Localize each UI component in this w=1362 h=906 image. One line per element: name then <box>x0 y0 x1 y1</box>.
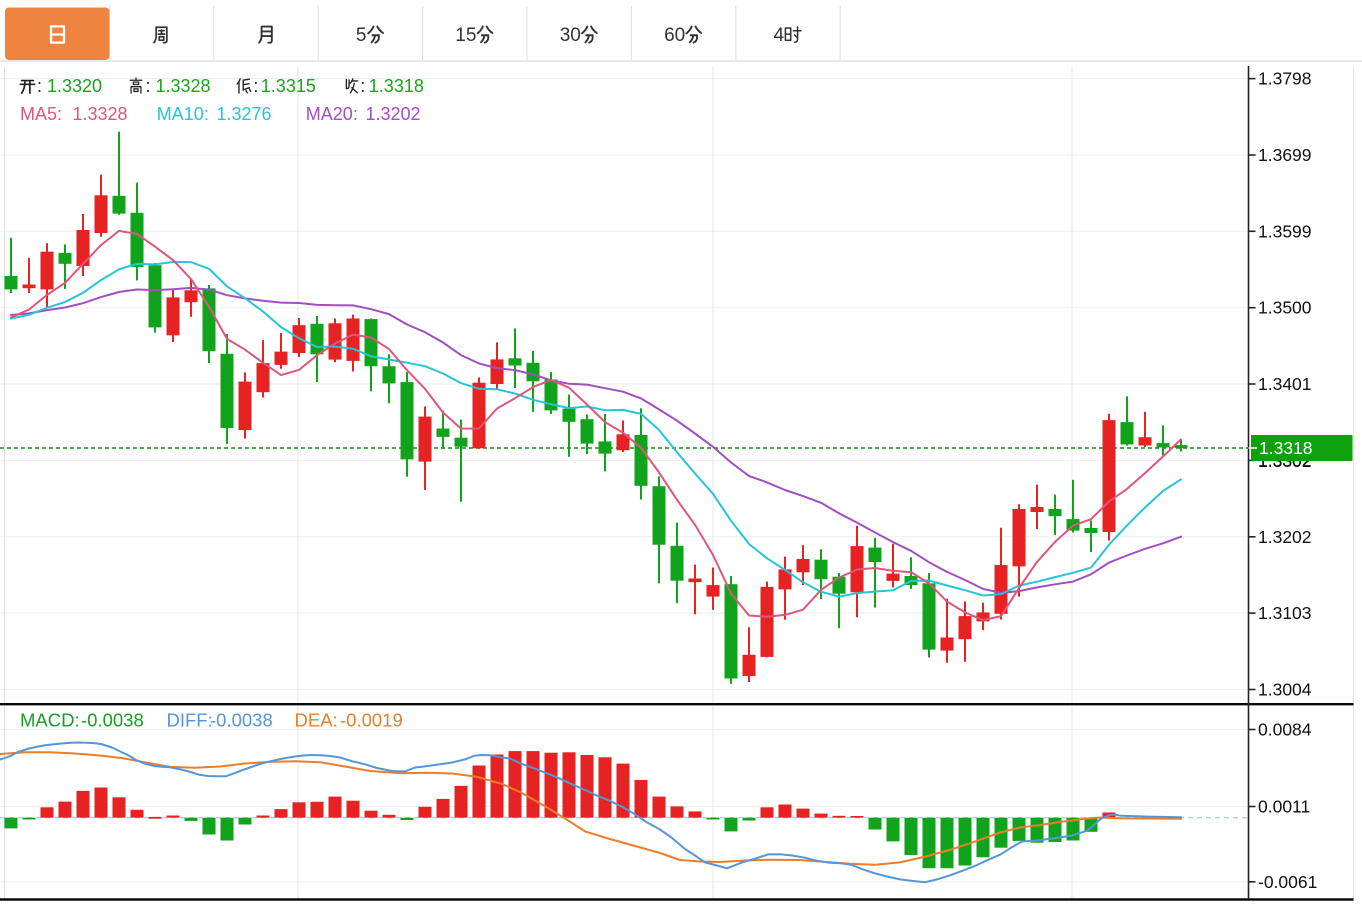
svg-text:-0.0038: -0.0038 <box>210 710 273 731</box>
svg-text:-0.0061: -0.0061 <box>1258 872 1317 892</box>
svg-text:MACD:: MACD: <box>20 710 80 731</box>
svg-text:1.3328: 1.3328 <box>156 76 211 96</box>
svg-text:DEA:: DEA: <box>295 710 338 731</box>
svg-text:1.3276: 1.3276 <box>217 104 272 124</box>
svg-text:1.3318: 1.3318 <box>1259 438 1313 458</box>
svg-text:5: 5 <box>356 25 367 46</box>
svg-text:1.3320: 1.3320 <box>47 76 102 96</box>
svg-text:1.3103: 1.3103 <box>1258 603 1312 623</box>
svg-text:-0.0038: -0.0038 <box>81 710 144 731</box>
svg-text:30: 30 <box>560 25 581 46</box>
svg-text:1.3599: 1.3599 <box>1258 221 1312 241</box>
svg-text:1.3699: 1.3699 <box>1258 145 1312 165</box>
svg-text:MA10:: MA10: <box>157 104 209 124</box>
svg-text:1.3798: 1.3798 <box>1258 69 1312 89</box>
svg-text:1.3004: 1.3004 <box>1258 680 1312 700</box>
svg-text:DIFF:: DIFF: <box>167 710 213 731</box>
svg-text:1.3401: 1.3401 <box>1258 374 1312 394</box>
svg-text::: : <box>146 76 151 96</box>
svg-text:1.3302: 1.3302 <box>1258 451 1312 471</box>
svg-text:1.3202: 1.3202 <box>366 104 421 124</box>
svg-text:-0.0019: -0.0019 <box>340 710 403 731</box>
svg-text::: : <box>37 76 42 96</box>
svg-text:0.0011: 0.0011 <box>1258 797 1310 817</box>
svg-text:1.3500: 1.3500 <box>1258 298 1312 318</box>
svg-text:1.3328: 1.3328 <box>73 104 128 124</box>
svg-text:1.3318: 1.3318 <box>369 76 424 96</box>
svg-text:MA5:: MA5: <box>20 104 62 124</box>
svg-text:60: 60 <box>664 25 685 46</box>
svg-text:15: 15 <box>455 25 476 46</box>
svg-text:MA20:: MA20: <box>306 104 358 124</box>
svg-text::: : <box>360 76 365 96</box>
svg-text:0.0084: 0.0084 <box>1258 720 1312 740</box>
svg-text:4: 4 <box>774 25 785 46</box>
svg-text:1.3315: 1.3315 <box>261 76 316 96</box>
svg-text:1.3202: 1.3202 <box>1258 527 1312 547</box>
svg-text::: : <box>253 76 258 96</box>
